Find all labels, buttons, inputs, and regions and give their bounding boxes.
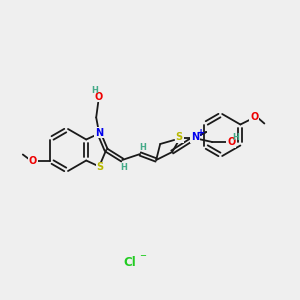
Text: H: H xyxy=(233,133,240,142)
Text: S: S xyxy=(176,132,183,142)
Text: O: O xyxy=(94,92,102,101)
Text: O: O xyxy=(250,112,259,122)
Text: Cl: Cl xyxy=(124,256,136,268)
Text: S: S xyxy=(97,163,104,172)
Text: O: O xyxy=(227,137,235,147)
Text: H: H xyxy=(121,163,128,172)
Text: H: H xyxy=(140,142,147,152)
Text: ⁻: ⁻ xyxy=(140,253,146,266)
Text: N: N xyxy=(95,128,103,137)
Text: N: N xyxy=(191,132,199,142)
Text: +: + xyxy=(197,128,205,138)
Text: H: H xyxy=(92,86,99,95)
Text: O: O xyxy=(29,155,37,166)
